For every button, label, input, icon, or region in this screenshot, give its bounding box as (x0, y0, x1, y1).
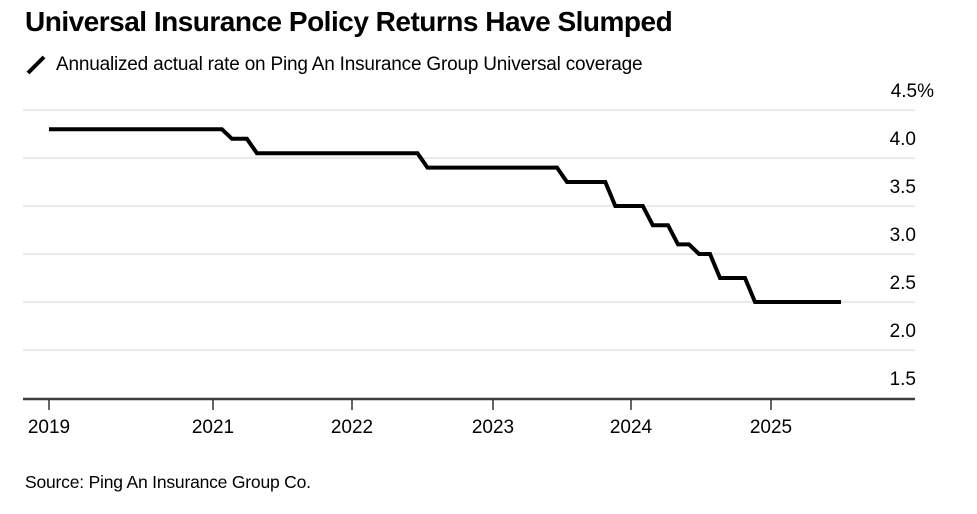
x-axis-label: 2023 (472, 417, 514, 438)
y-axis-label: 4.0 (890, 129, 916, 150)
chart-legend-label: Annualized actual rate on Ping An Insura… (56, 54, 643, 75)
chart-title: Universal Insurance Policy Returns Have … (25, 6, 673, 37)
x-axis-label: 2025 (750, 417, 792, 438)
line-swatch-icon (26, 55, 46, 75)
chart-legend: Annualized actual rate on Ping An Insura… (25, 54, 643, 76)
x-axis-label: 2024 (610, 417, 653, 438)
x-axis-label: 2022 (331, 417, 373, 438)
x-axis-label: 2021 (192, 417, 234, 438)
x-axis-label: 2019 (28, 417, 70, 438)
y-axis-label: 3.5 (890, 177, 916, 198)
source-note: Source: Ping An Insurance Group Co. (25, 472, 311, 492)
y-axis-label: 2.0 (890, 321, 916, 342)
y-axis-label: 2.5 (890, 273, 916, 294)
y-axis-label: 4.5% (891, 81, 934, 102)
rate-step-line (49, 127, 841, 304)
y-axis-label: 3.0 (890, 225, 916, 246)
y-axis-label: 1.5 (890, 369, 916, 390)
